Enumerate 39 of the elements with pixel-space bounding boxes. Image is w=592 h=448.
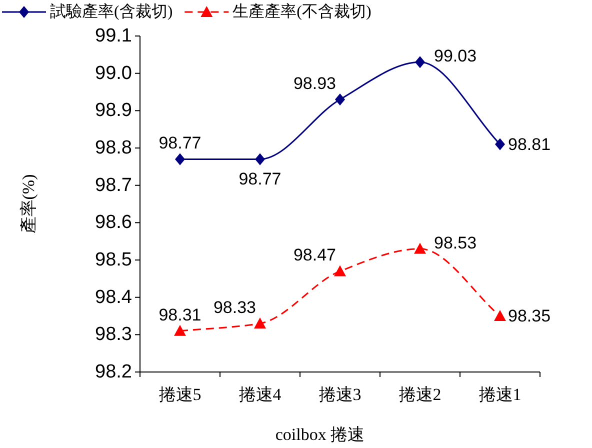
y-tick-label: 98.4 [95,286,132,308]
y-tick-label: 99.0 [95,62,132,84]
data-label: 98.31 [158,305,202,324]
legend-label: 試驗產率(含裁切) [50,2,173,20]
y-tick-label: 98.5 [95,250,132,270]
x-tick-label: 捲速1 [478,385,522,404]
y-tick-label: 98.8 [95,138,132,158]
point [175,153,185,166]
point [335,93,345,106]
y-tick-label: 99.1 [95,26,132,46]
x-tick-label: 捲速5 [158,385,202,404]
point [254,317,266,328]
data-label: 98.53 [434,233,477,252]
data-label: 98.77 [158,134,202,153]
point [174,324,186,336]
data-label: 98.47 [293,246,336,265]
x-tick-label: 捲速4 [238,385,282,404]
y-axis-title: 產率(%) [19,174,38,234]
x-tick-label: 捲速2 [398,385,442,404]
x-axis-title: coilbox 捲速 [275,425,365,444]
data-label: 98.81 [508,134,551,154]
legend-label: 生產產率(不含裁切) [232,2,372,20]
point [334,265,346,276]
data-label: 98.93 [293,74,336,93]
data-label: 98.35 [508,306,551,326]
y-tick-label: 98.9 [95,100,132,122]
y-tick-label: 98.3 [95,324,132,346]
y-tick-label: 98.7 [95,174,132,196]
point [415,56,425,68]
data-label: 98.33 [213,298,256,317]
x-tick-label: 捲速3 [318,385,362,404]
data-label: 99.03 [434,46,477,66]
y-tick-label: 98.6 [95,212,132,234]
y-tick-label: 98.2 [95,362,132,382]
point [494,310,506,321]
point [414,242,426,254]
point [495,138,505,150]
point [255,153,265,166]
data-label: 98.77 [238,170,282,189]
